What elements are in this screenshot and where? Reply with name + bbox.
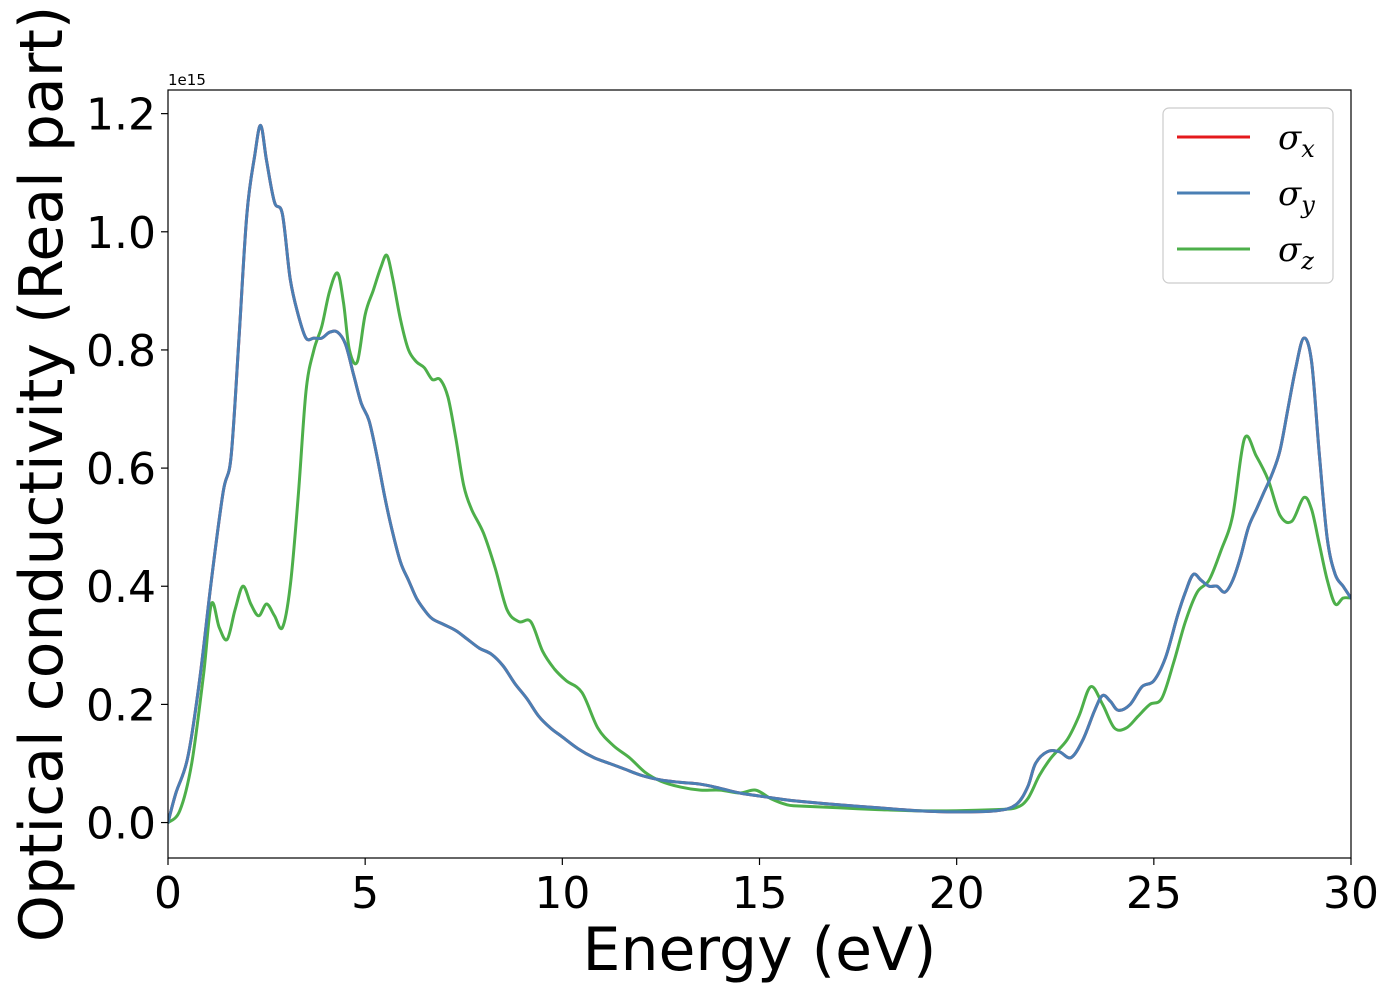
- y-tick-label: 1.2: [86, 90, 156, 141]
- legend-label-x: σx: [1278, 118, 1315, 163]
- series-layer: [168, 123, 1351, 825]
- x-tick-label: 5: [351, 868, 379, 919]
- legend-label-y: σy: [1278, 174, 1315, 219]
- y-tick-label: 0.6: [86, 444, 156, 495]
- y-tick-label: 0.2: [86, 680, 156, 731]
- y-tick-label: 1.0: [86, 208, 156, 259]
- legend: σx σy σz: [1162, 107, 1334, 284]
- x-axis: 0 5 10 15 20 25 30: [154, 858, 1379, 919]
- y-tick-label: 0.8: [86, 326, 156, 377]
- x-axis-title: Energy (eV): [583, 915, 937, 985]
- x-tick-label: 15: [732, 868, 788, 919]
- x-tick-label: 20: [929, 868, 985, 919]
- y-axis: 0.0 0.2 0.4 0.6 0.8 1.0 1.2: [86, 90, 168, 850]
- y-offset-label: 1e15: [168, 71, 206, 89]
- series-line-y: [168, 123, 1351, 825]
- x-tick-label: 10: [534, 868, 590, 919]
- x-tick-label: 30: [1323, 868, 1379, 919]
- x-tick-label: 25: [1126, 868, 1182, 919]
- x-tick-label: 0: [154, 868, 182, 919]
- series-line-z: [168, 253, 1351, 825]
- legend-box: [1162, 107, 1334, 284]
- y-tick-label: 0.4: [86, 562, 156, 613]
- y-axis-title: Optical conductivity (Real part): [7, 6, 77, 943]
- legend-label-z: σz: [1278, 230, 1314, 275]
- y-tick-label: 0.0: [86, 799, 156, 850]
